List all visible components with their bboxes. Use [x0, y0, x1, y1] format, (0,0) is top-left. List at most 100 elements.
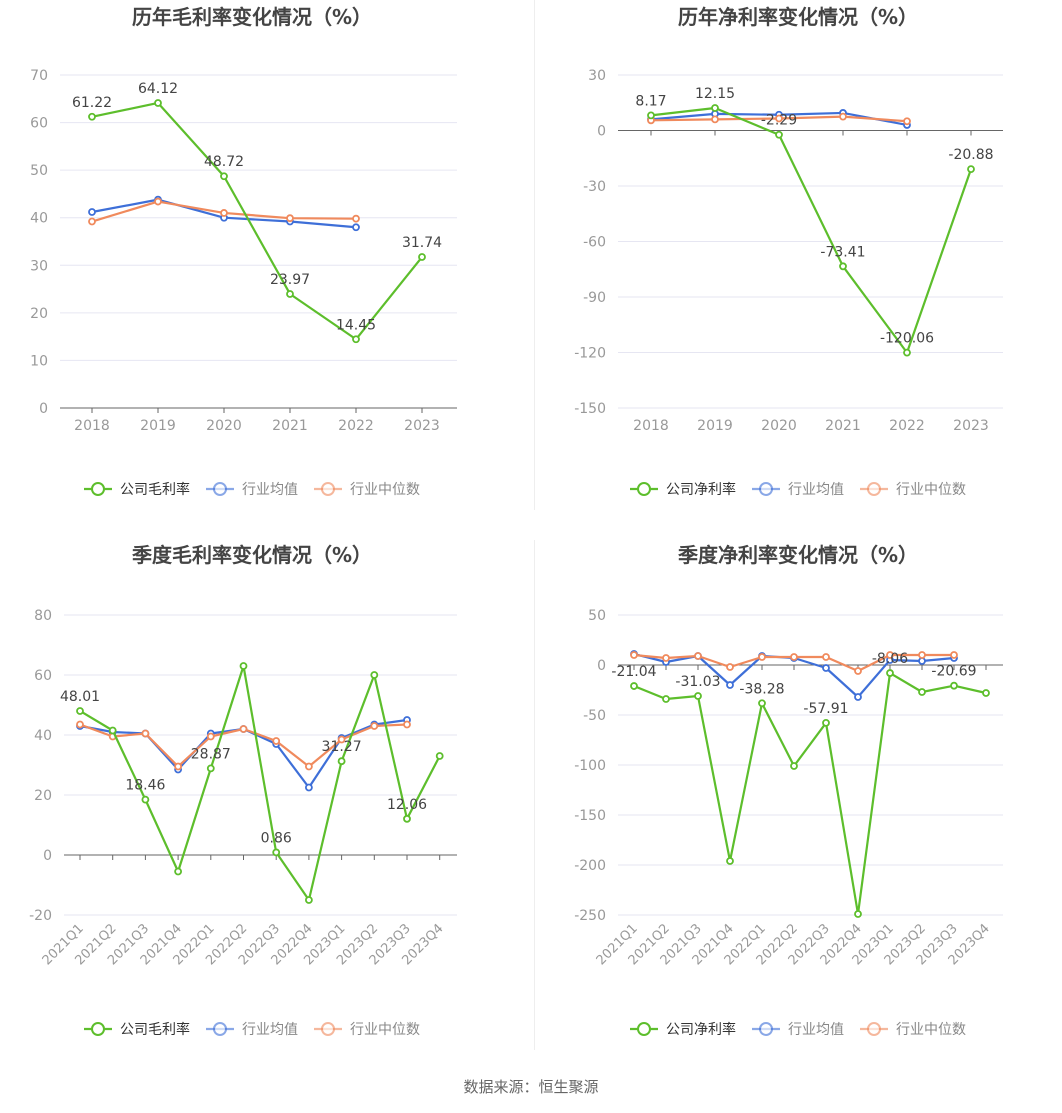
y-tick-label: 0	[39, 401, 48, 417]
data-label: -57.91	[803, 701, 848, 717]
data-point	[694, 692, 702, 700]
data-label: -2.29	[761, 113, 797, 129]
y-tick-label: -120	[574, 346, 606, 362]
data-point	[352, 214, 360, 223]
legend-label: 行业均值	[788, 482, 844, 498]
data-point	[206, 732, 215, 741]
x-tick-label: 2018	[74, 418, 110, 434]
series-line	[79, 664, 441, 902]
legend-label: 行业均值	[788, 1022, 844, 1038]
x-tick-label: 2021	[272, 418, 308, 434]
y-tick-label: -20	[29, 908, 52, 924]
chart-title: 历年净利率变化情况（%）	[678, 5, 918, 29]
data-point	[950, 651, 958, 659]
data-point	[272, 848, 281, 857]
data-point	[758, 699, 766, 708]
y-tick-label: 80	[34, 608, 52, 624]
data-point	[950, 681, 958, 690]
data-point	[662, 654, 670, 662]
data-label: 14.45	[336, 317, 376, 333]
legend-label: 行业中位数	[350, 1022, 420, 1038]
y-tick-label: 60	[34, 668, 52, 684]
data-label: 8.17	[635, 93, 666, 109]
data-point	[854, 693, 862, 701]
data-point	[630, 651, 638, 659]
data-label: 31.27	[322, 739, 362, 755]
data-point	[88, 112, 96, 121]
x-tick-label: 2022	[338, 418, 374, 434]
y-tick-label: 0	[597, 658, 606, 674]
data-point	[758, 653, 766, 661]
data-point	[854, 667, 862, 675]
x-tick-label: 2023	[404, 418, 440, 434]
y-tick-label: -60	[583, 235, 606, 251]
data-point	[239, 662, 248, 670]
data-point	[435, 752, 444, 760]
x-tick-label: 2022	[889, 418, 925, 434]
legend-label: 公司净利率	[666, 481, 736, 498]
legend-marker	[91, 482, 105, 496]
data-point	[982, 689, 990, 697]
data-label: 18.46	[125, 778, 165, 794]
chart-legend: 公司净利率 行业均值 行业中位数	[630, 481, 966, 498]
vertical-divider	[534, 540, 535, 1050]
data-point	[967, 165, 975, 174]
legend-label: 公司毛利率	[120, 481, 190, 498]
chart-panel-1: 历年毛利率变化情况（%） 0 10 20 30 40 50 60 70 2018 2019 2020 2…	[30, 5, 457, 498]
legend-marker	[637, 1022, 651, 1036]
data-point	[918, 651, 926, 659]
data-point	[304, 762, 313, 771]
data-source-footer: 数据来源：恒生聚源	[463, 1078, 599, 1096]
vertical-divider	[534, 0, 535, 510]
data-point	[822, 664, 830, 672]
legend-marker	[867, 482, 881, 496]
data-point	[839, 262, 847, 271]
data-point	[272, 737, 281, 745]
data-point	[206, 764, 215, 773]
y-tick-label: 10	[30, 353, 48, 369]
x-tick-label: 2021	[825, 418, 861, 434]
series-line	[650, 106, 973, 354]
legend-label: 行业均值	[242, 1022, 298, 1038]
data-label: 61.22	[72, 95, 112, 111]
data-point	[108, 726, 117, 735]
chart-panel-2: 历年净利率变化情况（%） -150 -120 -90 -60 -30 0 30 2018 2019…	[574, 5, 1003, 498]
legend-label: 行业均值	[242, 482, 298, 498]
y-tick-label: -150	[574, 808, 606, 824]
data-label: -38.28	[739, 681, 784, 697]
data-point	[822, 653, 830, 661]
y-tick-label: 40	[34, 728, 52, 744]
data-point	[647, 111, 655, 120]
data-point	[286, 214, 294, 223]
data-point	[711, 115, 719, 124]
chart-legend: 公司净利率 行业均值 行业中位数	[630, 1021, 966, 1038]
data-point	[352, 223, 360, 232]
chart-title: 历年毛利率变化情况（%）	[132, 5, 372, 29]
legend-marker	[759, 1022, 773, 1036]
data-label: -21.04	[611, 664, 656, 680]
data-point	[418, 253, 426, 261]
data-point	[775, 130, 783, 139]
data-point	[790, 653, 798, 661]
data-point	[220, 172, 228, 181]
series-line	[633, 671, 987, 916]
data-point	[174, 762, 183, 771]
data-point	[775, 114, 783, 123]
data-point	[694, 652, 702, 660]
chart-title: 季度净利率变化情况（%）	[677, 543, 918, 567]
data-point	[822, 719, 830, 727]
data-label: -120.06	[880, 331, 934, 347]
legend-label: 公司毛利率	[120, 1021, 190, 1038]
y-tick-label: -50	[583, 708, 606, 724]
data-point	[220, 209, 228, 217]
legend-marker	[867, 1022, 881, 1036]
data-point	[662, 695, 670, 703]
y-tick-label: -90	[583, 290, 606, 306]
data-point	[886, 669, 894, 677]
y-tick-label: -30	[583, 179, 606, 195]
data-label: -20.88	[948, 147, 993, 163]
data-point	[76, 707, 84, 715]
x-tick-label: 2019	[140, 418, 176, 434]
data-label: 28.87	[191, 746, 231, 762]
